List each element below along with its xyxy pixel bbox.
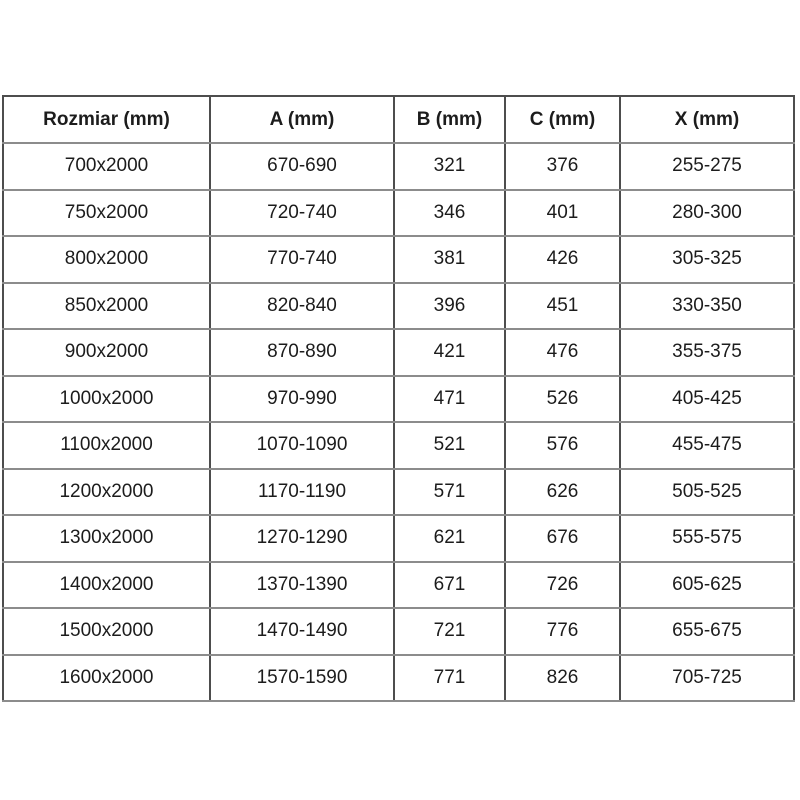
table-cell: 305-325 xyxy=(619,235,795,284)
table-cell: 726 xyxy=(504,560,621,609)
table-row: 700x2000 670-690 321 376 255-275 xyxy=(2,142,795,191)
table-cell: 471 xyxy=(393,374,506,423)
table-cell: 505-525 xyxy=(619,467,795,516)
table-cell: 376 xyxy=(504,142,621,191)
table-cell: 1370-1390 xyxy=(209,560,395,609)
table-cell: 1470-1490 xyxy=(209,607,395,656)
column-header: X (mm) xyxy=(619,95,795,144)
table-cell: 621 xyxy=(393,514,506,563)
table-cell: 705-725 xyxy=(619,653,795,702)
table-cell: 280-300 xyxy=(619,188,795,237)
table-cell: 670-690 xyxy=(209,142,395,191)
table-cell: 800x2000 xyxy=(2,235,211,284)
table-row: 1500x2000 1470-1490 721 776 655-675 xyxy=(2,607,795,656)
table-row: 750x2000 720-740 346 401 280-300 xyxy=(2,188,795,237)
table-row: 1000x2000 970-990 471 526 405-425 xyxy=(2,374,795,423)
table-cell: 1600x2000 xyxy=(2,653,211,702)
table-cell: 900x2000 xyxy=(2,328,211,377)
table-cell: 850x2000 xyxy=(2,281,211,330)
table-cell: 321 xyxy=(393,142,506,191)
size-table-container: Rozmiar (mm) A (mm) B (mm) C (mm) X (mm) 700… xyxy=(2,95,795,702)
table-cell: 330-350 xyxy=(619,281,795,330)
table-cell: 1570-1590 xyxy=(209,653,395,702)
column-header: Rozmiar (mm) xyxy=(2,95,211,144)
table-row: 850x2000 820-840 396 451 330-350 xyxy=(2,281,795,330)
table-cell: 771 xyxy=(393,653,506,702)
table-cell: 405-425 xyxy=(619,374,795,423)
table-row: 1300x2000 1270-1290 621 676 555-575 xyxy=(2,514,795,563)
table-cell: 721 xyxy=(393,607,506,656)
table-cell: 455-475 xyxy=(619,421,795,470)
table-cell: 826 xyxy=(504,653,621,702)
table-row: 1400x2000 1370-1390 671 726 605-625 xyxy=(2,560,795,609)
table-cell: 576 xyxy=(504,421,621,470)
table-cell: 1270-1290 xyxy=(209,514,395,563)
table-cell: 700x2000 xyxy=(2,142,211,191)
table-cell: 1500x2000 xyxy=(2,607,211,656)
table-cell: 750x2000 xyxy=(2,188,211,237)
table-cell: 1200x2000 xyxy=(2,467,211,516)
table-cell: 255-275 xyxy=(619,142,795,191)
column-header: B (mm) xyxy=(393,95,506,144)
table-cell: 770-740 xyxy=(209,235,395,284)
table-cell: 820-840 xyxy=(209,281,395,330)
table-cell: 671 xyxy=(393,560,506,609)
table-row: 1100x2000 1070-1090 521 576 455-475 xyxy=(2,421,795,470)
table-cell: 571 xyxy=(393,467,506,516)
table-cell: 1100x2000 xyxy=(2,421,211,470)
table-cell: 676 xyxy=(504,514,621,563)
table-cell: 355-375 xyxy=(619,328,795,377)
table-cell: 776 xyxy=(504,607,621,656)
table-cell: 346 xyxy=(393,188,506,237)
table-cell: 1000x2000 xyxy=(2,374,211,423)
table-cell: 526 xyxy=(504,374,621,423)
table-cell: 555-575 xyxy=(619,514,795,563)
table-cell: 451 xyxy=(504,281,621,330)
table-row: 1200x2000 1170-1190 571 626 505-525 xyxy=(2,467,795,516)
table-row: 800x2000 770-740 381 426 305-325 xyxy=(2,235,795,284)
table-cell: 381 xyxy=(393,235,506,284)
table-cell: 426 xyxy=(504,235,621,284)
table-cell: 1300x2000 xyxy=(2,514,211,563)
table-row: 900x2000 870-890 421 476 355-375 xyxy=(2,328,795,377)
table-cell: 401 xyxy=(504,188,621,237)
table-cell: 476 xyxy=(504,328,621,377)
table-cell: 1070-1090 xyxy=(209,421,395,470)
table-cell: 1400x2000 xyxy=(2,560,211,609)
column-header: A (mm) xyxy=(209,95,395,144)
table-cell: 720-740 xyxy=(209,188,395,237)
column-header: C (mm) xyxy=(504,95,621,144)
table-cell: 870-890 xyxy=(209,328,395,377)
table-cell: 626 xyxy=(504,467,621,516)
table-cell: 1170-1190 xyxy=(209,467,395,516)
size-table: Rozmiar (mm) A (mm) B (mm) C (mm) X (mm) 700… xyxy=(2,95,795,702)
table-header-row: Rozmiar (mm) A (mm) B (mm) C (mm) X (mm) xyxy=(2,95,795,144)
table-cell: 970-990 xyxy=(209,374,395,423)
table-row: 1600x2000 1570-1590 771 826 705-725 xyxy=(2,653,795,702)
table-cell: 605-625 xyxy=(619,560,795,609)
table-cell: 655-675 xyxy=(619,607,795,656)
table-cell: 421 xyxy=(393,328,506,377)
table-cell: 521 xyxy=(393,421,506,470)
table-cell: 396 xyxy=(393,281,506,330)
